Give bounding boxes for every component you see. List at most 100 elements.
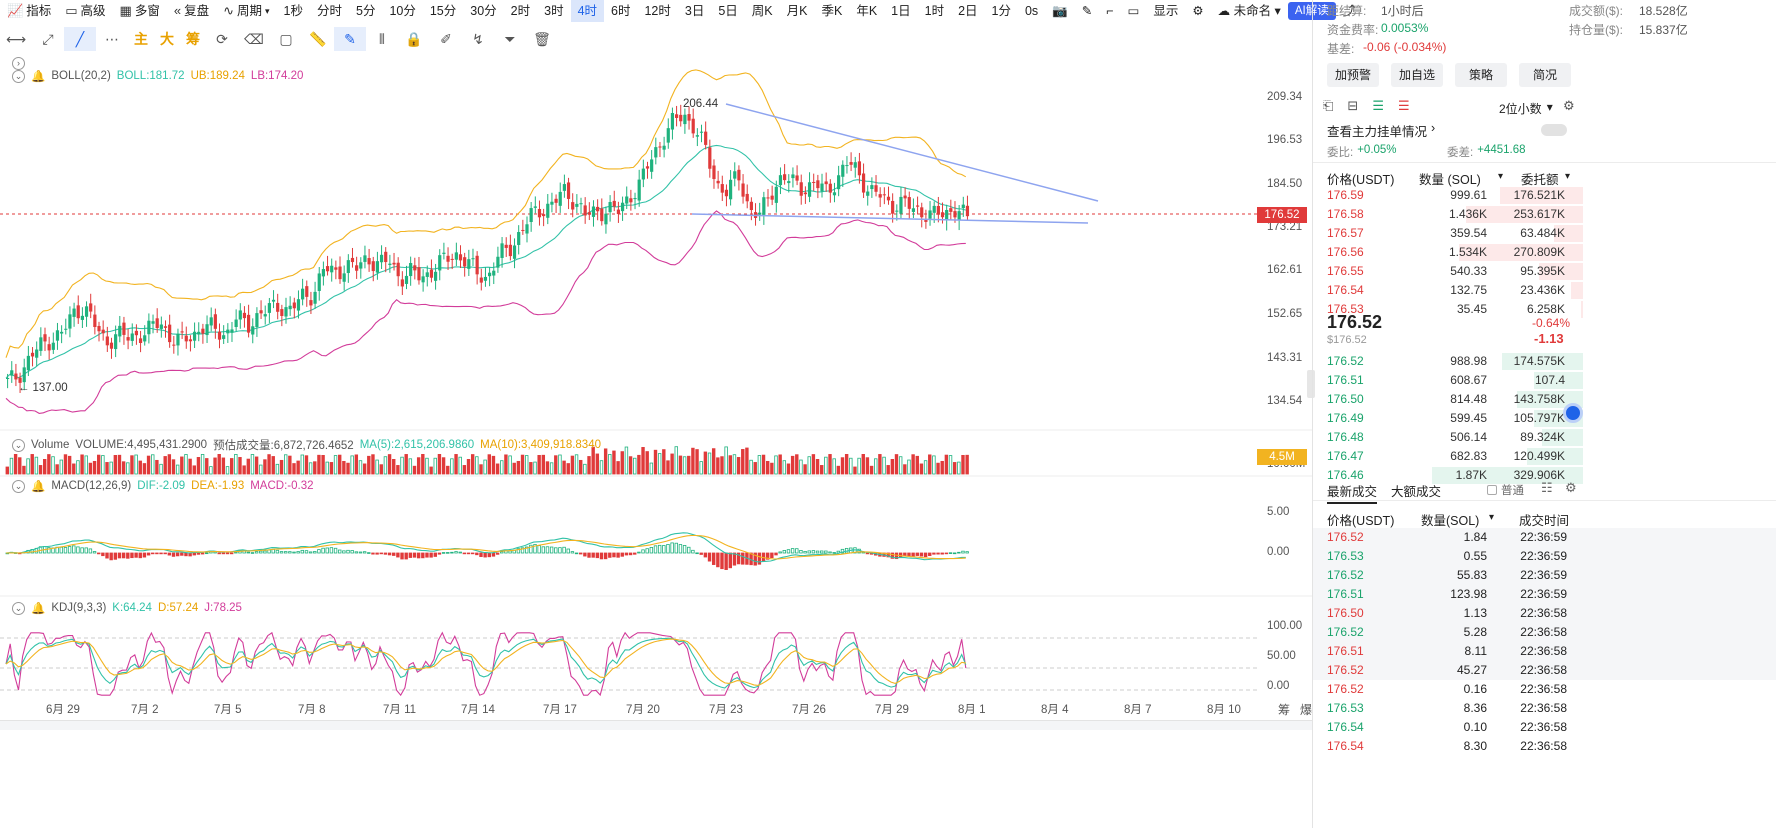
trend-line-tool-icon[interactable]: ╱ xyxy=(64,27,96,51)
filter-icon[interactable]: ⏷ xyxy=(504,30,516,47)
checkbox-icon[interactable] xyxy=(1487,485,1497,495)
strategy-button[interactable]: 策略 xyxy=(1455,63,1507,87)
main-orders-toggle[interactable] xyxy=(1541,124,1567,136)
share-icon[interactable]: ⤴ xyxy=(1342,4,1356,18)
collapse-icon[interactable]: ⌄ xyxy=(12,69,25,83)
brush-icon[interactable]: ↯ xyxy=(472,30,484,47)
ask-row[interactable]: 176.58 1.436K 253.617K xyxy=(1313,205,1776,224)
bid-row[interactable]: 176.47 682.83 120.499K xyxy=(1313,447,1776,466)
sync-icon[interactable]: ⟳ xyxy=(216,30,228,47)
list-icon[interactable]: ☷ xyxy=(1541,480,1553,495)
toolbar-item-4[interactable]: ∿ 周期 ▾ xyxy=(216,0,276,22)
collapse-icon[interactable]: ⌄ xyxy=(12,601,25,615)
toolbar-item-12[interactable]: 3时 xyxy=(544,4,564,18)
ask-row[interactable]: 176.56 1.534K 270.809K xyxy=(1313,243,1776,262)
orderbook-split-icon[interactable]: ⊟ xyxy=(1347,98,1359,113)
amount-select[interactable]: 委托额 xyxy=(1521,173,1559,187)
ai-analysis-button[interactable]: AI解读 xyxy=(1287,2,1336,20)
bell-icon[interactable]: 🔔 xyxy=(31,71,46,83)
orderbook-both-icon[interactable]: ⎗ xyxy=(1323,98,1334,113)
bid-row[interactable]: 176.46 1.87K 329.906K xyxy=(1313,466,1776,485)
toolbar-item-6[interactable]: 分时 xyxy=(316,4,342,18)
bid-row[interactable]: 176.49 599.45 105.797K xyxy=(1313,409,1776,428)
more-tools-icon[interactable]: ⋯ xyxy=(105,30,119,47)
toolbar-item-3[interactable]: «复盘 xyxy=(167,0,216,22)
toolbar-item-1[interactable]: ▭ 高级 xyxy=(58,0,112,22)
toolbar-item-17[interactable]: 5日 xyxy=(718,4,738,18)
alert-button[interactable]: 加预警 xyxy=(1327,63,1379,87)
bid-row[interactable]: 176.50 814.48 143.758K xyxy=(1313,390,1776,409)
toolbar-item-7[interactable]: 5分 xyxy=(356,4,376,18)
decimals-select[interactable]: 2位小数 ▾ xyxy=(1499,100,1553,116)
ray-tool-icon[interactable]: ⤢ xyxy=(42,30,54,47)
overview-button[interactable]: 简况 xyxy=(1519,63,1571,87)
candle-settings-icon[interactable]: ⫴ xyxy=(379,30,385,47)
toolbar-item-22[interactable]: 1日 xyxy=(891,4,911,18)
float-action-icon[interactable] xyxy=(1563,403,1583,423)
settings-icon[interactable]: ⚙ xyxy=(1563,98,1575,113)
bell-icon[interactable]: 🔔 xyxy=(31,603,46,615)
toolbar-item-13[interactable]: 4时 xyxy=(570,0,605,22)
toolbar-item-25[interactable]: 1分 xyxy=(991,4,1011,18)
horizontal-line-tool-icon[interactable]: ⟷ xyxy=(5,30,27,47)
burst-button[interactable]: 爆 xyxy=(1300,703,1313,717)
toolbar-item-2[interactable]: ▦ 多窗 xyxy=(113,0,167,22)
ask-row[interactable]: 176.57 359.54 63.484K xyxy=(1313,224,1776,243)
edit-icon[interactable]: ✎ xyxy=(1081,4,1093,18)
toolbar-item-9[interactable]: 15分 xyxy=(429,4,457,18)
qty-unit-select[interactable]: 数量 (SOL) xyxy=(1419,173,1481,187)
toolbar-item-18[interactable]: 周K xyxy=(751,4,773,18)
collapse-icon[interactable]: ⌄ xyxy=(12,479,25,493)
settings-icon[interactable]: ⚙ xyxy=(1565,480,1577,495)
bid-row[interactable]: 176.51 608.67 107.4 xyxy=(1313,371,1776,390)
toolbar-item-21[interactable]: 年K xyxy=(856,4,878,18)
ask-row[interactable]: 176.53 35.45 6.258K xyxy=(1313,300,1776,319)
ask-row[interactable]: 176.55 540.33 95.395K xyxy=(1313,262,1776,281)
lock-icon[interactable]: 🔒 xyxy=(405,30,423,47)
collapse-icon[interactable]: ⌄ xyxy=(12,438,25,452)
orderbook-bids-icon[interactable]: ☰ xyxy=(1372,98,1384,113)
eraser-icon[interactable]: ⌫ xyxy=(244,30,264,47)
trash-icon[interactable]: 🗑 xyxy=(533,30,551,47)
toolbar-item-24[interactable]: 2日 xyxy=(958,4,978,18)
add-watchlist-button[interactable]: 加自选 xyxy=(1391,63,1443,87)
toolbar-item-15[interactable]: 12时 xyxy=(644,4,671,18)
chip-button[interactable]: 筹 xyxy=(1278,703,1291,717)
view-main-orders-link[interactable]: 查看主力挂单情况 › xyxy=(1327,121,1436,139)
screenshot-icon[interactable]: 📷 xyxy=(1052,4,1068,18)
large-order-tool[interactable]: 大 xyxy=(160,31,174,47)
ask-row[interactable]: 176.59 999.61 176.521K xyxy=(1313,186,1776,205)
toolbar-item-10[interactable]: 30分 xyxy=(470,4,497,18)
toolbar-item-20[interactable]: 季K xyxy=(821,4,843,18)
pin-icon[interactable]: ▢ xyxy=(279,30,293,47)
tab-latest-trades[interactable]: 最新成交 xyxy=(1327,481,1378,504)
layout-icon[interactable]: ▭ xyxy=(1127,4,1140,18)
toolbar-item-16[interactable]: 3日 xyxy=(684,4,705,18)
orderbook-asks-icon[interactable]: ☰ xyxy=(1397,98,1410,113)
bell-icon[interactable]: 🔔 xyxy=(31,481,46,493)
pencil-icon[interactable]: ✎ xyxy=(334,27,366,51)
candle-type-icon[interactable]: ∿ xyxy=(223,3,234,18)
main-force-tool[interactable]: 主 xyxy=(134,31,148,47)
template-select[interactable]: ☁ 未命名 ▾ xyxy=(1217,4,1281,18)
chip-tool[interactable]: 筹 xyxy=(186,31,200,47)
edit-icon[interactable]: ✐ xyxy=(440,30,452,47)
fullscreen-icon[interactable]: ⌐ xyxy=(1106,4,1114,18)
toolbar-item-23[interactable]: 1时 xyxy=(924,4,945,18)
bid-row[interactable]: 176.52 988.98 174.575K xyxy=(1313,352,1776,371)
toolbar-item-8[interactable]: 10分 xyxy=(389,4,416,18)
price-chart[interactable] xyxy=(0,52,1312,732)
ruler-icon[interactable]: 📏 xyxy=(309,30,327,47)
tab-large-trades[interactable]: 大额成交 xyxy=(1391,485,1442,499)
countdown-label[interactable]: 0s xyxy=(1024,4,1039,18)
toolbar-item-14[interactable]: 6时 xyxy=(611,4,631,18)
display-button[interactable]: 显示 xyxy=(1153,4,1179,18)
settings-icon[interactable]: ⚙ xyxy=(1192,4,1204,18)
toolbar-item-19[interactable]: 月K xyxy=(786,4,808,18)
toolbar-item-0[interactable]: 📈 指标 xyxy=(0,0,58,22)
ask-row[interactable]: 176.54 132.75 23.436K xyxy=(1313,281,1776,300)
bid-row[interactable]: 176.48 506.14 89.324K xyxy=(1313,428,1776,447)
toolbar-item-5[interactable]: 1秒 xyxy=(283,4,303,18)
panel-resize-handle[interactable] xyxy=(1307,370,1315,398)
normal-filter[interactable]: 普通 xyxy=(1487,482,1524,498)
